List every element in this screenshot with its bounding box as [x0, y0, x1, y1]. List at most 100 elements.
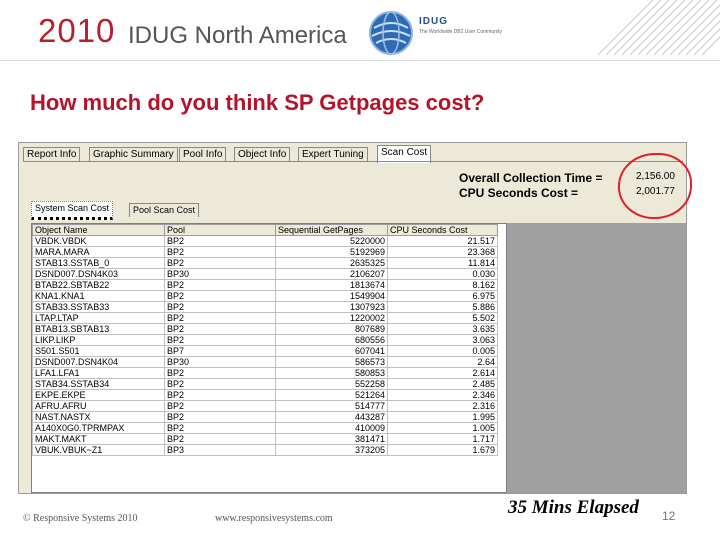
- tab-strip-line: [23, 161, 683, 162]
- table-row[interactable]: LFA1.LFA1 BP2 580853 2.614: [32, 367, 498, 379]
- cell-object-name: DSND007.DSN4K03: [32, 268, 165, 280]
- grid-empty-area: [507, 223, 686, 493]
- table-row[interactable]: LTAP.LTAP BP2 1220002 5.502: [32, 312, 498, 324]
- footer-url[interactable]: www.responsivesystems.com: [215, 513, 333, 524]
- red-highlight-circle: [618, 153, 692, 219]
- table-row[interactable]: EKPE.EKPE BP2 521264 2.346: [32, 389, 498, 401]
- cell-sequential-getpages: 807689: [275, 323, 388, 335]
- cell-pool: BP2: [164, 334, 276, 346]
- cell-object-name: LIKP.LIKP: [32, 334, 165, 346]
- cell-cpu-seconds-cost: 3.063: [387, 334, 498, 346]
- cell-pool: BP2: [164, 279, 276, 291]
- tab-graphic-summary[interactable]: Graphic Summary: [89, 147, 178, 162]
- table-row[interactable]: MAKT.MAKT BP2 381471 1.717: [32, 433, 498, 445]
- cell-pool: BP2: [164, 422, 276, 434]
- table-row[interactable]: LIKP.LIKP BP2 680556 3.063: [32, 334, 498, 346]
- cell-object-name: A140X0G0.TPRMPAX: [32, 422, 165, 434]
- header-event-name: IDUG North America: [128, 22, 347, 49]
- table-row[interactable]: AFRU.AFRU BP2 514777 2.316: [32, 400, 498, 412]
- cell-object-name: VBUK.VBUK~Z1: [32, 444, 165, 456]
- cell-object-name: VBDK.VBDK: [32, 235, 165, 247]
- overall-collection-time-label: Overall Collection Time =: [459, 171, 603, 185]
- table-row[interactable]: MARA.MARA BP2 5192969 23.368: [32, 246, 498, 258]
- cell-sequential-getpages: 2106207: [275, 268, 388, 280]
- tab-pool-info[interactable]: Pool Info: [179, 147, 227, 162]
- cell-object-name: S501.S501: [32, 345, 165, 357]
- table-row[interactable]: STAB33.SSTAB33 BP2 1307923 5.886: [32, 301, 498, 313]
- subtab-pool-scan-cost[interactable]: Pool Scan Cost: [129, 203, 200, 217]
- table-row[interactable]: STAB34.SSTAB34 BP2 552258 2.485: [32, 378, 498, 390]
- cell-pool: BP2: [164, 301, 276, 313]
- table-row[interactable]: VBDK.VBDK BP2 5220000 21.517: [32, 235, 498, 247]
- cell-cpu-seconds-cost: 1.995: [387, 411, 498, 423]
- cell-sequential-getpages: 586573: [275, 356, 388, 368]
- table-row[interactable]: S501.S501 BP7 607041 0.005: [32, 345, 498, 357]
- cell-sequential-getpages: 580853: [275, 367, 388, 379]
- cell-sequential-getpages: 5192969: [275, 246, 388, 258]
- page-number: 12: [662, 509, 676, 523]
- cell-cpu-seconds-cost: 5.886: [387, 301, 498, 313]
- idug-globe-icon: [369, 11, 413, 55]
- tab-scan-cost[interactable]: Scan Cost: [377, 145, 432, 163]
- cell-sequential-getpages: 1220002: [275, 312, 388, 324]
- cell-sequential-getpages: 1813674: [275, 279, 388, 291]
- cell-object-name: MARA.MARA: [32, 246, 165, 258]
- subtab-system-scan-cost[interactable]: System Scan Cost: [31, 201, 114, 220]
- table-row[interactable]: DSND007.DSN4K04 BP30 586573 2.64: [32, 356, 498, 368]
- table-row[interactable]: STAB13.SSTAB_0 BP2 2635325 11.814: [32, 257, 498, 269]
- header-hatch-decoration: [598, 0, 720, 55]
- tab-report-info[interactable]: Report Info: [23, 147, 81, 162]
- cell-object-name: EKPE.EKPE: [32, 389, 165, 401]
- logo-tagline: The Worldwide DB2 User Community: [419, 29, 502, 35]
- cell-cpu-seconds-cost: 1.679: [387, 444, 498, 456]
- elapsed-note: 35 Mins Elapsed: [508, 497, 639, 518]
- table-row[interactable]: KNA1.KNA1 BP2 1549904 6.975: [32, 290, 498, 302]
- table-row[interactable]: DSND007.DSN4K03 BP30 2106207 0.030: [32, 268, 498, 280]
- table-row[interactable]: BTAB13.SBTAB13 BP2 807689 3.635: [32, 323, 498, 335]
- cell-object-name: NAST.NASTX: [32, 411, 165, 423]
- scan-cost-table: Object Name Pool Sequential GetPages CPU…: [32, 224, 498, 456]
- cell-cpu-seconds-cost: 2.485: [387, 378, 498, 390]
- column-header-object-name[interactable]: Object Name: [32, 224, 165, 236]
- cell-pool: BP2: [164, 367, 276, 379]
- cell-cpu-seconds-cost: 0.030: [387, 268, 498, 280]
- cell-pool: BP2: [164, 433, 276, 445]
- cell-sequential-getpages: 680556: [275, 334, 388, 346]
- table-row[interactable]: BTAB22.SBTAB22 BP2 1813674 8.162: [32, 279, 498, 291]
- cell-cpu-seconds-cost: 21.517: [387, 235, 498, 247]
- cell-pool: BP30: [164, 356, 276, 368]
- cell-pool: BP2: [164, 400, 276, 412]
- cell-pool: BP2: [164, 323, 276, 335]
- cell-object-name: BTAB13.SBTAB13: [32, 323, 165, 335]
- cell-cpu-seconds-cost: 2.614: [387, 367, 498, 379]
- cell-cpu-seconds-cost: 8.162: [387, 279, 498, 291]
- cell-cpu-seconds-cost: 23.368: [387, 246, 498, 258]
- cell-object-name: STAB34.SSTAB34: [32, 378, 165, 390]
- tab-object-info[interactable]: Object Info: [234, 147, 291, 162]
- cpu-seconds-cost-label: CPU Seconds Cost =: [459, 186, 579, 200]
- cell-object-name: LFA1.LFA1: [32, 367, 165, 379]
- cell-cpu-seconds-cost: 2.64: [387, 356, 498, 368]
- cell-object-name: STAB13.SSTAB_0: [32, 257, 165, 269]
- logo-wordmark: IDUG: [419, 16, 448, 27]
- cell-sequential-getpages: 552258: [275, 378, 388, 390]
- cell-sequential-getpages: 410009: [275, 422, 388, 434]
- cell-cpu-seconds-cost: 6.975: [387, 290, 498, 302]
- cell-sequential-getpages: 373205: [275, 444, 388, 456]
- slide-header: 2010 IDUG North America IDUG The Worldwi…: [0, 0, 720, 62]
- cell-cpu-seconds-cost: 5.502: [387, 312, 498, 324]
- table-row[interactable]: A140X0G0.TPRMPAX BP2 410009 1.005: [32, 422, 498, 434]
- column-header-cpu-seconds-cost[interactable]: CPU Seconds Cost: [387, 224, 498, 236]
- table-row[interactable]: NAST.NASTX BP2 443287 1.995: [32, 411, 498, 423]
- tab-expert-tuning[interactable]: Expert Tuning: [298, 147, 368, 162]
- cell-pool: BP7: [164, 345, 276, 357]
- cell-sequential-getpages: 5220000: [275, 235, 388, 247]
- column-header-sequential-getpages[interactable]: Sequential GetPages: [275, 224, 388, 236]
- cell-sequential-getpages: 521264: [275, 389, 388, 401]
- cell-sequential-getpages: 1307923: [275, 301, 388, 313]
- cell-pool: BP2: [164, 389, 276, 401]
- column-header-pool[interactable]: Pool: [164, 224, 276, 236]
- slide-title: How much do you think SP Getpages cost?: [30, 90, 485, 115]
- table-row[interactable]: VBUK.VBUK~Z1 BP3 373205 1.679: [32, 444, 498, 456]
- cell-pool: BP2: [164, 235, 276, 247]
